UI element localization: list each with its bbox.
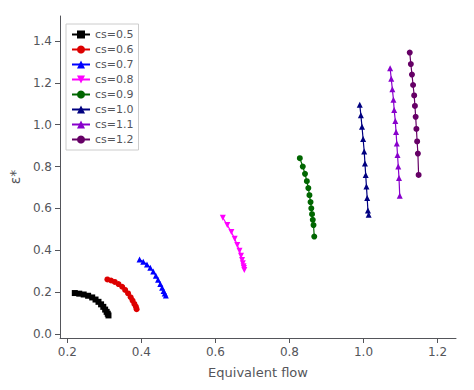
svg-text:cs=1.0: cs=1.0 bbox=[95, 103, 134, 116]
svg-text:0.2: 0.2 bbox=[33, 285, 52, 299]
svg-text:0.2: 0.2 bbox=[58, 345, 77, 359]
svg-text:1.0: 1.0 bbox=[354, 345, 373, 359]
svg-text:cs=0.8: cs=0.8 bbox=[95, 73, 134, 86]
svg-text:cs=0.5: cs=0.5 bbox=[95, 28, 134, 41]
svg-text:0.8: 0.8 bbox=[33, 160, 52, 174]
svg-text:1.2: 1.2 bbox=[33, 76, 52, 90]
svg-text:0.0: 0.0 bbox=[33, 327, 52, 341]
svg-text:0.6: 0.6 bbox=[33, 201, 52, 215]
svg-text:cs=0.9: cs=0.9 bbox=[95, 88, 134, 101]
svg-text:0.4: 0.4 bbox=[132, 345, 151, 359]
svg-text:cs=0.6: cs=0.6 bbox=[95, 43, 134, 56]
svg-text:Equivalent flow: Equivalent flow bbox=[208, 365, 308, 380]
svg-text:cs=1.2: cs=1.2 bbox=[95, 133, 134, 146]
svg-text:0.6: 0.6 bbox=[206, 345, 225, 359]
svg-text:cs=1.1: cs=1.1 bbox=[95, 118, 134, 131]
svg-text:cs=0.7: cs=0.7 bbox=[95, 58, 134, 71]
svg-text:1.4: 1.4 bbox=[33, 34, 52, 48]
svg-text:ε*: ε* bbox=[7, 170, 23, 185]
svg-text:1.0: 1.0 bbox=[33, 118, 52, 132]
svg-text:0.8: 0.8 bbox=[280, 345, 299, 359]
svg-text:0.4: 0.4 bbox=[33, 243, 52, 257]
svg-text:1.2: 1.2 bbox=[428, 345, 447, 359]
